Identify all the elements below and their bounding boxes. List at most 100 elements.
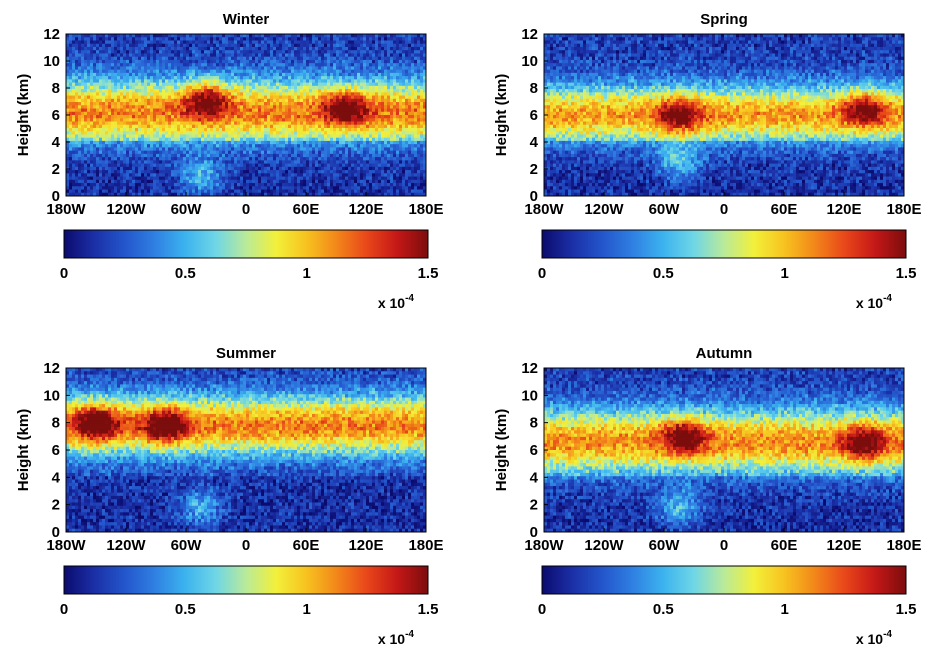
- heatmap-cell: [384, 134, 388, 139]
- heatmap-cell: [318, 59, 322, 64]
- heatmap-cell: [90, 108, 94, 113]
- heatmap-cell: [141, 111, 145, 116]
- heatmap-cell: [231, 66, 235, 71]
- heatmap-cell: [114, 37, 118, 41]
- heatmap-cell: [351, 63, 355, 67]
- heatmap-cell: [255, 50, 259, 54]
- heatmap-cell: [222, 76, 226, 80]
- heatmap-cell: [357, 95, 361, 100]
- heatmap-cell: [96, 124, 100, 129]
- heatmap-cell: [369, 150, 373, 155]
- heatmap-cell: [117, 69, 121, 74]
- heatmap-cell: [258, 34, 262, 38]
- heatmap-cell: [165, 124, 169, 129]
- heatmap-cell: [66, 134, 70, 139]
- heatmap-cell: [417, 63, 421, 67]
- heatmap-cell: [183, 153, 187, 158]
- heatmap-cell: [327, 127, 331, 132]
- heatmap-cell: [312, 140, 316, 145]
- heatmap-cell: [336, 46, 340, 51]
- heatmap-cell: [300, 118, 304, 122]
- heatmap-cell: [162, 108, 166, 113]
- heatmap-cell: [141, 118, 145, 122]
- heatmap-cell: [132, 89, 136, 93]
- heatmap-cell: [261, 163, 265, 168]
- heatmap-cell: [276, 89, 280, 93]
- heatmap-cell: [297, 150, 301, 155]
- heatmap-cell: [399, 72, 403, 77]
- heatmap-cell: [225, 37, 229, 41]
- heatmap-cell: [183, 92, 187, 96]
- heatmap-cell: [132, 134, 136, 139]
- heatmap-cell: [141, 95, 145, 100]
- heatmap-cell: [357, 89, 361, 93]
- heatmap-cell: [339, 134, 343, 139]
- heatmap-cell: [303, 46, 307, 51]
- heatmap-cell: [300, 163, 304, 168]
- heatmap-cell: [414, 140, 418, 145]
- heatmap-cell: [336, 124, 340, 129]
- heatmap-cell: [405, 56, 409, 61]
- heatmap-cell: [234, 157, 238, 161]
- heatmap-cell: [351, 121, 355, 126]
- heatmap-cell: [360, 150, 364, 155]
- heatmap-cell: [105, 111, 109, 116]
- heatmap-cell: [177, 150, 181, 155]
- heatmap-cell: [210, 147, 214, 152]
- heatmap-cell: [87, 147, 91, 152]
- heatmap-cell: [198, 147, 202, 152]
- heatmap-cell: [99, 118, 103, 122]
- heatmap-cell: [147, 50, 151, 54]
- heatmap-cell: [351, 34, 355, 38]
- heatmap-cell: [84, 147, 88, 152]
- heatmap-cell: [240, 98, 244, 103]
- heatmap-cell: [393, 89, 397, 93]
- heatmap-cell: [108, 98, 112, 103]
- heatmap-cell: [201, 163, 205, 168]
- heatmap-cell: [69, 76, 73, 80]
- heatmap-cell: [174, 95, 178, 100]
- heatmap-cell: [96, 98, 100, 103]
- heatmap-cell: [324, 43, 328, 48]
- heatmap-cell: [408, 50, 412, 54]
- heatmap-cell: [204, 92, 208, 96]
- heatmap-cell: [303, 50, 307, 54]
- heatmap-cell: [132, 127, 136, 132]
- heatmap-cell: [66, 92, 70, 96]
- heatmap-cell: [396, 72, 400, 77]
- heatmap-cell: [198, 118, 202, 122]
- heatmap-cell: [333, 134, 337, 139]
- heatmap-cell: [354, 102, 358, 106]
- heatmap-cell: [78, 82, 82, 87]
- heatmap-cell: [348, 127, 352, 132]
- heatmap-cell: [300, 82, 304, 87]
- heatmap-cell: [72, 63, 76, 67]
- heatmap-cell: [90, 76, 94, 80]
- heatmap-cell: [279, 43, 283, 48]
- heatmap-cell: [339, 34, 343, 38]
- heatmap-cell: [207, 76, 211, 80]
- heatmap-cell: [135, 111, 139, 116]
- heatmap-cell: [69, 43, 73, 48]
- heatmap-cell: [165, 92, 169, 96]
- heatmap-cell: [135, 37, 139, 41]
- heatmap-cell: [369, 160, 373, 164]
- heatmap-cell: [183, 34, 187, 38]
- heatmap-cell: [264, 105, 268, 109]
- heatmap-cell: [333, 147, 337, 152]
- heatmap-cell: [348, 124, 352, 129]
- heatmap-cell: [273, 163, 277, 168]
- heatmap-cell: [204, 131, 208, 135]
- heatmap-cell: [219, 63, 223, 67]
- heatmap-cell: [222, 105, 226, 109]
- heatmap-cell: [162, 105, 166, 109]
- heatmap-cell: [360, 53, 364, 58]
- heatmap-cell: [363, 144, 367, 148]
- heatmap-cell: [177, 127, 181, 132]
- heatmap-cell: [255, 153, 259, 158]
- heatmap-cell: [204, 59, 208, 64]
- heatmap-cell: [237, 131, 241, 135]
- heatmap-cell: [348, 53, 352, 58]
- heatmap-cell: [411, 115, 415, 119]
- heatmap-cell: [231, 118, 235, 122]
